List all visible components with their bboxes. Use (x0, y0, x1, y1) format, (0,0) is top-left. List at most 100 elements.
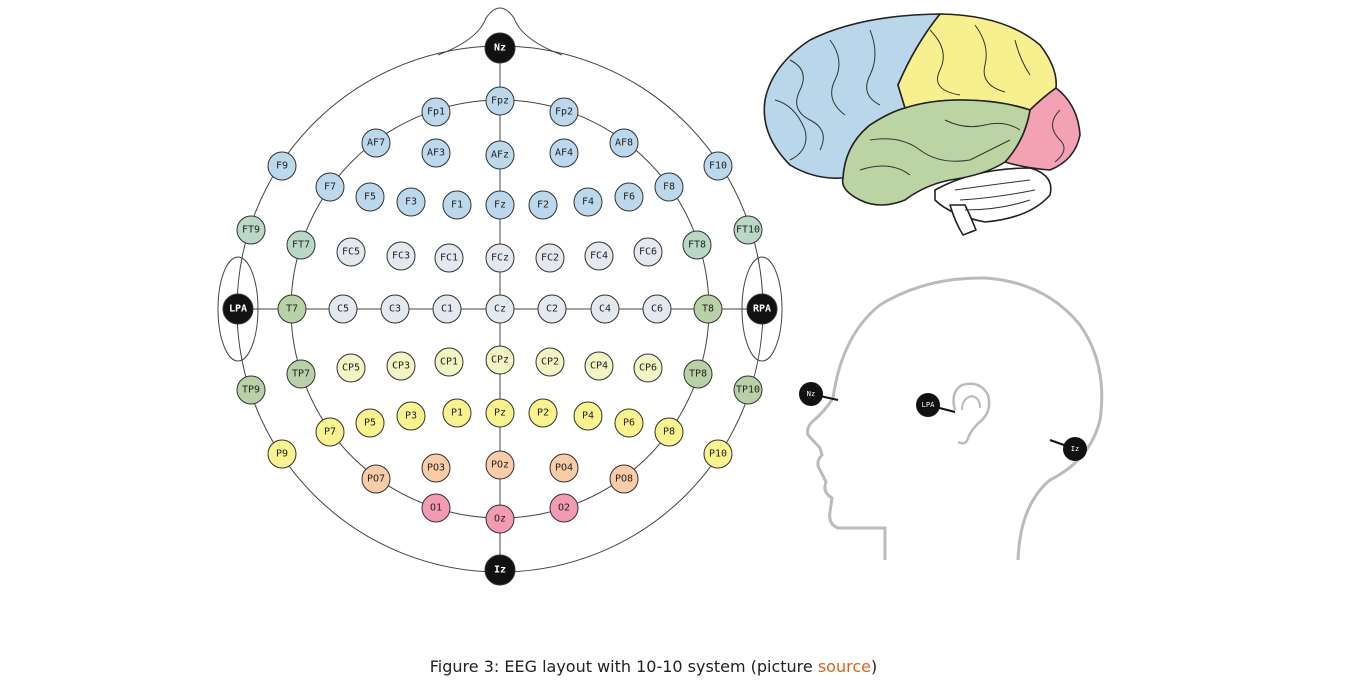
caption-suffix: ) (870, 657, 878, 676)
electrode-label: F2 (537, 200, 549, 211)
electrode-poz: POz (485, 450, 515, 480)
electrode-marker (421, 453, 451, 483)
electrode-label: CP6 (639, 363, 657, 374)
electrode-marker (485, 243, 515, 273)
electrode-marker (484, 32, 516, 64)
electrode-label: F6 (623, 192, 635, 203)
electrode-marker (573, 401, 603, 431)
electrode-label: PO7 (367, 474, 385, 485)
electrode-marker (434, 347, 464, 377)
profile-marker-lpa: LPA (916, 393, 956, 417)
electrode-label: P6 (623, 418, 635, 429)
electrode-tp10: TP10 (733, 375, 763, 405)
electrode-label: AFz (491, 150, 509, 161)
electrode-o2: O2 (549, 493, 579, 523)
electrode-afz: AFz (485, 140, 515, 170)
electrode-label: FT8 (688, 240, 706, 251)
electrode-label: CP3 (392, 361, 410, 372)
electrode-marker (421, 138, 451, 168)
electrode-label: FT10 (736, 225, 760, 236)
electrode-label: P2 (537, 408, 549, 419)
caption-source-link[interactable]: source (817, 657, 871, 676)
electrode-marker (485, 398, 515, 428)
electrode-p6: P6 (614, 408, 644, 438)
electrode-p1: P1 (442, 398, 472, 428)
electrode-marker (484, 554, 516, 586)
electrode-label: C3 (389, 304, 401, 315)
electrode-marker (267, 439, 297, 469)
electrode-marker (549, 97, 579, 127)
electrode-label: FCz (491, 253, 509, 264)
head-silhouette (806, 276, 1104, 561)
electrode-label: Oz (494, 514, 506, 525)
head-profile-markers: Nz LPA Iz (799, 382, 1087, 461)
electrode-label: Fp2 (555, 107, 573, 118)
electrode-o1: O1 (421, 493, 451, 523)
electrode-cpz: CPz (485, 345, 515, 375)
electrode-marker (434, 243, 464, 273)
electrode-c2: C2 (537, 294, 567, 324)
electrode-marker (682, 230, 712, 260)
profile-marker-label: LPA (922, 401, 935, 409)
electrode-marker (654, 417, 684, 447)
electrode-c3: C3 (380, 294, 410, 324)
electrode-c6: C6 (642, 294, 672, 324)
electrode-label: T7 (286, 304, 298, 315)
electrode-marker (421, 97, 451, 127)
electrode-c4: C4 (590, 294, 620, 324)
electrode-p5: P5 (355, 408, 385, 438)
electrode-label: PO4 (555, 463, 573, 474)
electrode-f8: F8 (654, 172, 684, 202)
electrode-marker (633, 353, 663, 383)
electrode-f2: F2 (528, 190, 558, 220)
electrode-label: C6 (651, 304, 663, 315)
electrode-p10: P10 (703, 439, 733, 469)
electrode-f5: F5 (355, 182, 385, 212)
electrode-marker (442, 398, 472, 428)
electrode-label: FC3 (392, 251, 410, 262)
electrode-fc2: FC2 (535, 243, 565, 273)
electrode-label: LPA (229, 304, 247, 315)
profile-marker-label: Iz (1071, 445, 1079, 453)
electrode-label: P7 (324, 427, 336, 438)
electrode-cp6: CP6 (633, 353, 663, 383)
electrode-marker (703, 439, 733, 469)
electrode-marker (549, 453, 579, 483)
ear-outline (952, 382, 991, 445)
electrode-ft7: FT7 (286, 230, 316, 260)
electrode-ft9: FT9 (236, 215, 266, 245)
electrode-label: PO3 (427, 463, 445, 474)
electrode-t8: T8 (693, 294, 723, 324)
electrode-tp8: TP8 (683, 359, 713, 389)
electrode-label: P5 (364, 418, 376, 429)
electrode-label: C5 (337, 304, 349, 315)
electrode-marker (485, 190, 515, 220)
electrode-marker (535, 243, 565, 273)
electrode-label: FC5 (342, 247, 360, 258)
electrode-fcz: FCz (485, 243, 515, 273)
occipital-lobe-region (1004, 87, 1081, 171)
electrode-label: P3 (405, 411, 417, 422)
electrode-cp4: CP4 (584, 351, 614, 381)
electrode-label: FC1 (440, 253, 458, 264)
electrode-label: FC2 (541, 253, 559, 264)
nose-outline (437, 7, 563, 56)
electrode-cz: Cz (485, 294, 515, 324)
electrode-f10: F10 (703, 151, 733, 181)
electrode-label: F8 (663, 182, 675, 193)
electrode-fp2: Fp2 (549, 97, 579, 127)
electrode-label: POz (491, 460, 509, 471)
electrode-fpz: Fpz (485, 86, 515, 116)
electrode-label: AF3 (427, 148, 445, 159)
electrode-fc5: FC5 (336, 237, 366, 267)
electrode-label: F4 (582, 197, 594, 208)
electrode-marker (222, 293, 254, 325)
electrode-marker (361, 464, 391, 494)
electrode-label: T8 (702, 304, 714, 315)
electrode-marker (432, 294, 462, 324)
electrode-fc6: FC6 (633, 237, 663, 267)
electrode-marker (485, 140, 515, 170)
electrode-f3: F3 (396, 187, 426, 217)
electrode-marker (386, 351, 416, 381)
